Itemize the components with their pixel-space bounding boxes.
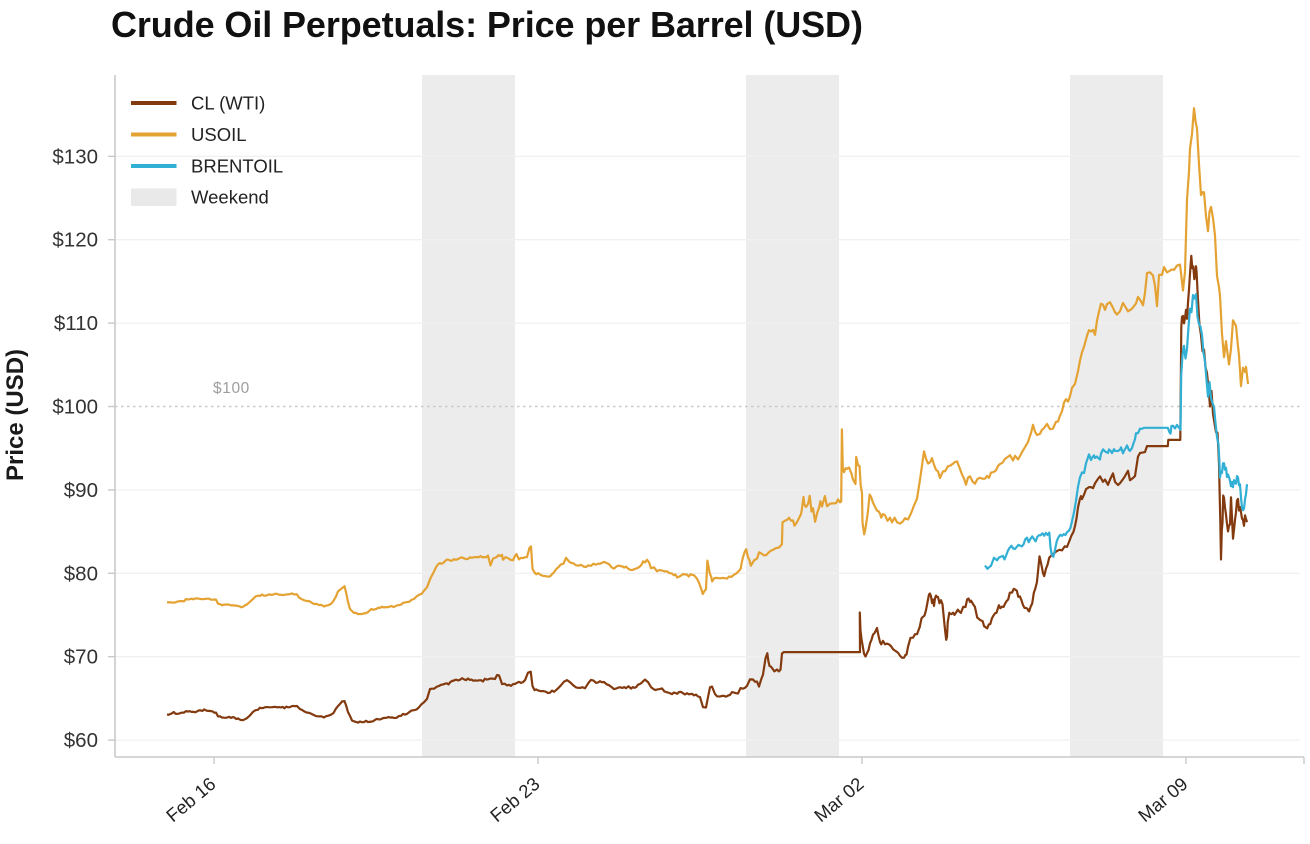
svg-text:$120: $120: [52, 229, 98, 252]
svg-text:BRENTOIL: BRENTOIL: [191, 156, 283, 177]
svg-text:$100: $100: [52, 396, 98, 419]
svg-text:$110: $110: [54, 312, 98, 335]
svg-text:$100: $100: [213, 380, 250, 397]
svg-text:Weekend: Weekend: [191, 187, 269, 208]
svg-text:$80: $80: [64, 562, 98, 585]
svg-text:Price (USD): Price (USD): [2, 349, 29, 481]
svg-text:$130: $130: [52, 145, 98, 168]
svg-text:$60: $60: [64, 729, 98, 752]
svg-text:CL (WTI): CL (WTI): [191, 93, 265, 114]
svg-text:$70: $70: [64, 646, 98, 669]
svg-text:Crude Oil Perpetuals: Price pe: Crude Oil Perpetuals: Price per Barrel (…: [111, 4, 863, 45]
svg-text:$90: $90: [64, 479, 98, 502]
svg-text:USOIL: USOIL: [191, 124, 247, 145]
